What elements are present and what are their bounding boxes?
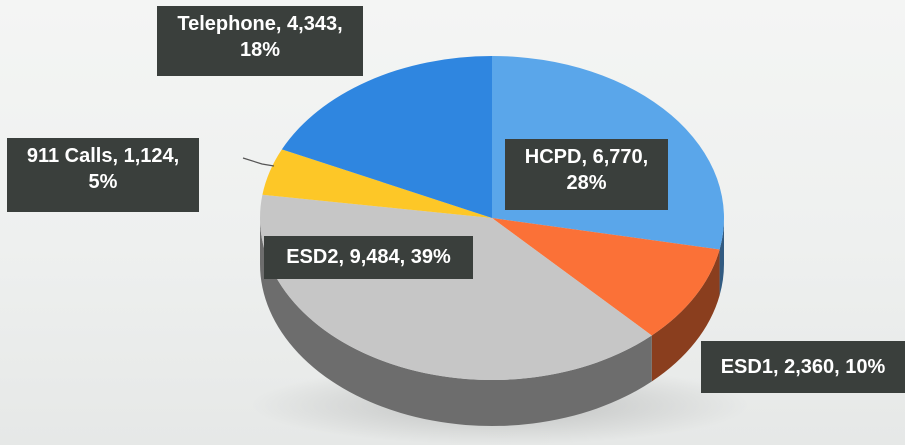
- data-label-telephone: Telephone, 4,343, 18%: [157, 6, 363, 76]
- data-label-esd1: ESD1, 2,360, 10%: [701, 341, 905, 393]
- pie-slice-esd1: [492, 218, 720, 336]
- pie-side-esd1: [651, 249, 720, 382]
- pie-slice-911-calls: [262, 149, 492, 218]
- pie-side-hcpd: [719, 218, 724, 296]
- pie-slice-telephone: [281, 56, 492, 218]
- pie-side-esd2: [260, 218, 652, 426]
- data-label-hcpd: HCPD, 6,770, 28%: [505, 139, 668, 210]
- data-label-911-calls: 911 Calls, 1,124, 5%: [7, 138, 199, 212]
- leader-line-911-calls: [242, 157, 275, 167]
- data-label-esd2: ESD2, 9,484, 39%: [264, 236, 473, 279]
